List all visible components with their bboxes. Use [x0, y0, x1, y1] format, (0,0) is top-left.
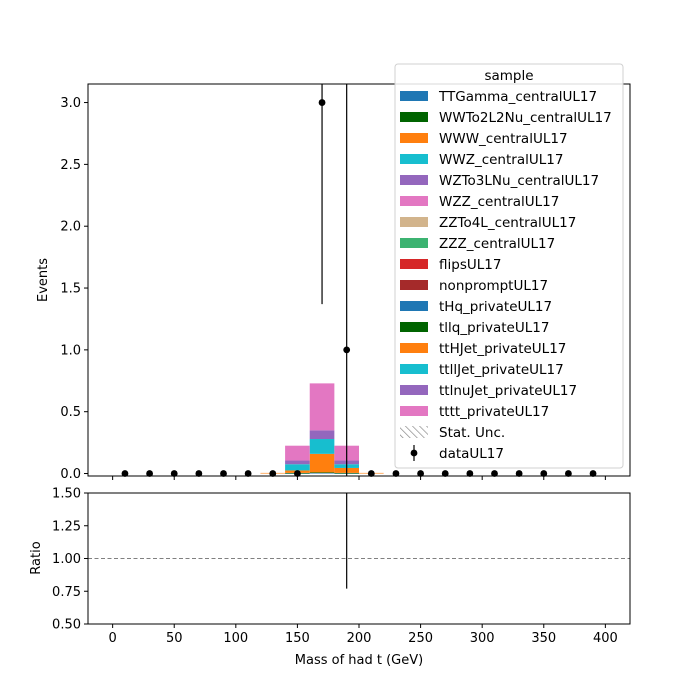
x-tick-label: 150 — [285, 631, 310, 646]
x-tick-label: 100 — [223, 631, 248, 646]
legend-label-WWTo2L2Nu_centralUL17: WWTo2L2Nu_centralUL17 — [439, 110, 612, 126]
x-tick-label: 0 — [108, 631, 116, 646]
data-point-12 — [417, 470, 424, 477]
x-axis-title: Mass of had t (GeV) — [295, 653, 423, 668]
legend-title: sample — [484, 68, 533, 84]
legend-label-WWW_centralUL17: WWW_centralUL17 — [439, 131, 568, 147]
ratio-axis-title: Ratio — [29, 541, 44, 574]
y-tick-label: 3.0 — [60, 96, 81, 111]
x-axis: 0 50 100 150 200 250 300 350 400 — [108, 624, 618, 646]
legend-swatch-ttlnuJet_privateUL17 — [400, 385, 428, 395]
bar-tttt_privateUL17-bin-7 — [285, 445, 310, 461]
legend-swatch-ZZTo4L_centralUL17 — [400, 217, 428, 227]
data-point-2 — [170, 470, 178, 477]
ratio-y-tick-label: 1.50 — [52, 487, 81, 502]
data-point-3 — [195, 470, 203, 477]
bar-ttllJet_privateUL17-bin-7 — [285, 464, 310, 471]
legend-swatch-WZTo3LNu_centralUL17 — [400, 175, 428, 185]
legend-swatch-ttllJet_privateUL17 — [400, 364, 428, 374]
legend-swatch-tttt_privateUL17 — [400, 406, 428, 416]
data-point-17 — [540, 470, 548, 477]
ratio-y-tick-label: 1.25 — [52, 519, 81, 534]
bar-tttt_privateUL17-bin-8 — [309, 383, 335, 431]
data-point-6 — [269, 470, 277, 477]
data-points — [121, 84, 597, 477]
data-point-14 — [466, 470, 474, 477]
x-tick-label: 200 — [347, 631, 372, 646]
legend-label-WZZ_centralUL17: WZZ_centralUL17 — [439, 194, 559, 210]
legend-label-tttt_privateUL17: tttt_privateUL17 — [439, 404, 549, 420]
ratio-y-tick-label: 0.75 — [52, 585, 81, 600]
legend-swatch-WWZ_centralUL17 — [400, 154, 428, 164]
data-point-8 — [318, 99, 326, 106]
data-point-4 — [220, 470, 227, 477]
legend-label-ttlnuJet_privateUL17: ttlnuJet_privateUL17 — [439, 383, 577, 399]
legend-label-nonpromptUL17: nonpromptUL17 — [439, 278, 548, 294]
main-x-ticks — [112, 476, 606, 480]
legend-swatch-WZZ_centralUL17 — [400, 196, 428, 206]
legend-label-tHq_privateUL17: tHq_privateUL17 — [439, 299, 552, 315]
x-tick-label: 350 — [531, 631, 556, 646]
ratio-panel — [88, 493, 630, 589]
data-point-1 — [146, 470, 153, 477]
legend-data-marker — [410, 449, 418, 457]
y-axis-title: Events — [36, 258, 51, 302]
legend-label-stat-unc: Stat. Unc. — [439, 425, 505, 441]
ratio-y-axis: 0.50 0.75 1.00 1.25 1.50 — [52, 487, 88, 633]
data-point-13 — [441, 470, 449, 477]
bar-tllq_privateUL17-bin-8 — [309, 472, 335, 474]
x-tick-label: 50 — [166, 631, 183, 646]
legend-label-WZTo3LNu_centralUL17: WZTo3LNu_centralUL17 — [439, 173, 599, 189]
legend-label-ttllJet_privateUL17: ttllJet_privateUL17 — [439, 362, 564, 378]
bar-ttllJet_privateUL17-bin-8 — [309, 439, 335, 454]
main-y-axis: 0.0 0.5 1.0 1.5 2.0 2.5 3.0 — [60, 96, 88, 482]
y-tick-label: 1.5 — [60, 282, 81, 297]
y-tick-label: 2.0 — [60, 220, 81, 235]
legend-swatch-tllq_privateUL17 — [400, 322, 428, 332]
legend-label-flipsUL17: flipsUL17 — [439, 257, 501, 273]
legend-swatch-tHq_privateUL17 — [400, 301, 428, 311]
legend-label-WWZ_centralUL17: WWZ_centralUL17 — [439, 152, 563, 168]
legend: sample TTGamma_centralUL17 WWTo2L2Nu_centr… — [394, 63, 624, 469]
x-tick-label: 300 — [470, 631, 495, 646]
data-point-11 — [392, 470, 400, 477]
ratio-y-tick-label: 0.50 — [52, 618, 81, 633]
x-tick-label: 250 — [408, 631, 433, 646]
data-point-19 — [589, 470, 597, 477]
y-tick-label: 0.5 — [60, 405, 81, 420]
y-tick-label: 1.0 — [60, 343, 81, 358]
bar-tHq_privateUL17-bin-8 — [309, 472, 335, 474]
legend-swatch-flipsUL17 — [400, 259, 428, 269]
y-tick-label: 0.0 — [60, 467, 81, 482]
data-point-5 — [244, 470, 252, 477]
data-point-15 — [491, 470, 498, 477]
y-tick-label: 2.5 — [60, 158, 81, 173]
bar-ttlnuJet_privateUL17-bin-7 — [285, 460, 310, 465]
legend-label-TTGamma_centralUL17: TTGamma_centralUL17 — [438, 89, 597, 105]
bar-ttHJet_privateUL17-bin-8 — [309, 453, 335, 473]
data-point-10 — [367, 470, 375, 477]
legend-swatch-TTGamma_centralUL17 — [400, 91, 428, 101]
legend-label-tllq_privateUL17: tllq_privateUL17 — [439, 320, 549, 336]
legend-label-data: dataUL17 — [439, 446, 504, 462]
legend-swatch-WWW_centralUL17 — [400, 133, 428, 143]
data-point-9 — [343, 346, 351, 354]
data-point-7 — [294, 470, 301, 477]
legend-label-ZZZ_centralUL17: ZZZ_centralUL17 — [439, 236, 555, 252]
data-point-18 — [565, 470, 572, 477]
bar-ttlnuJet_privateUL17-bin-8 — [309, 430, 335, 440]
legend-swatch-WWTo2L2Nu_centralUL17 — [400, 112, 428, 122]
data-point-0 — [121, 470, 129, 477]
x-tick-label: 400 — [593, 631, 618, 646]
ratio-y-tick-label: 1.00 — [52, 552, 81, 567]
legend-swatch-nonpromptUL17 — [400, 280, 428, 290]
legend-frame — [394, 63, 624, 469]
legend-swatch-stat-unc — [400, 426, 428, 438]
data-point-16 — [515, 470, 523, 477]
legend-label-ttHJet_privateUL17: ttHJet_privateUL17 — [439, 341, 566, 357]
legend-label-ZZTo4L_centralUL17: ZZTo4L_centralUL17 — [439, 215, 576, 231]
legend-swatch-ttHJet_privateUL17 — [400, 343, 428, 353]
legend-swatch-ZZZ_centralUL17 — [400, 238, 428, 248]
